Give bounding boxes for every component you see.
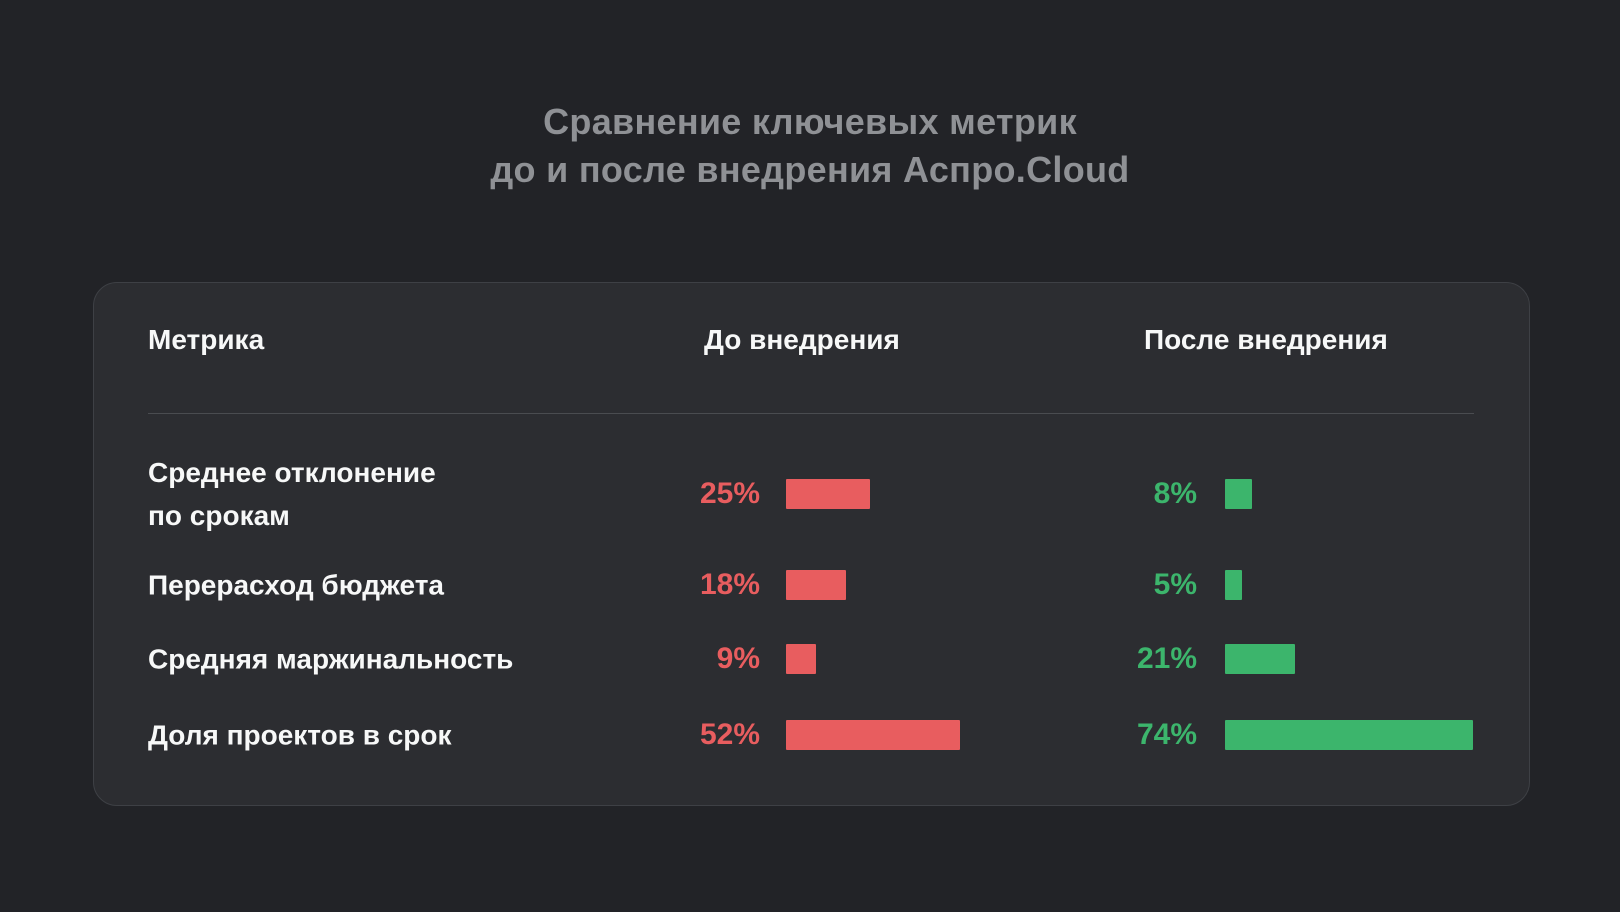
before-bar: [786, 720, 960, 750]
before-bar: [786, 644, 816, 674]
after-bar: [1225, 644, 1295, 674]
metric-label: Доля проектов в срок: [148, 719, 452, 751]
before-value: 18%: [699, 568, 760, 601]
table-row: Среднее отклонение по срокам 25% 8%: [94, 451, 1529, 537]
after-bar: [1225, 720, 1473, 750]
before-value: 25%: [699, 477, 760, 510]
before-bar: [786, 479, 870, 509]
page-title: Сравнение ключевых метрик до и после вне…: [0, 98, 1620, 194]
after-value: 74%: [1136, 718, 1197, 751]
after-value: 21%: [1136, 642, 1197, 675]
table-row: Доля проектов в срок 52% 74%: [94, 705, 1529, 765]
before-bar: [786, 570, 846, 600]
page-title-line-2: до и после внедрения Аспро.Cloud: [490, 149, 1130, 190]
metric-label: Среднее отклонение по срокам: [148, 457, 436, 531]
metric-label: Средняя маржинальность: [148, 643, 514, 675]
after-value: 5%: [1153, 568, 1197, 601]
column-header-after: После внедрения: [1144, 324, 1388, 355]
before-value: 52%: [699, 718, 760, 751]
before-value: 9%: [716, 642, 760, 675]
column-header-before: До внедрения: [704, 324, 900, 355]
page-title-line-1: Сравнение ключевых метрик: [543, 101, 1077, 142]
table-row: Перерасход бюджета 18% 5%: [94, 555, 1529, 615]
metrics-comparison-card: Метрика До внедрения После внедрения Сре…: [93, 282, 1530, 806]
metric-label: Перерасход бюджета: [148, 569, 444, 601]
after-bar: [1225, 570, 1242, 600]
header-divider: [148, 413, 1474, 414]
after-bar: [1225, 479, 1252, 509]
table-row: Средняя маржинальность 9% 21%: [94, 629, 1529, 689]
column-header-metric: Метрика: [148, 324, 265, 355]
after-value: 8%: [1153, 477, 1197, 510]
